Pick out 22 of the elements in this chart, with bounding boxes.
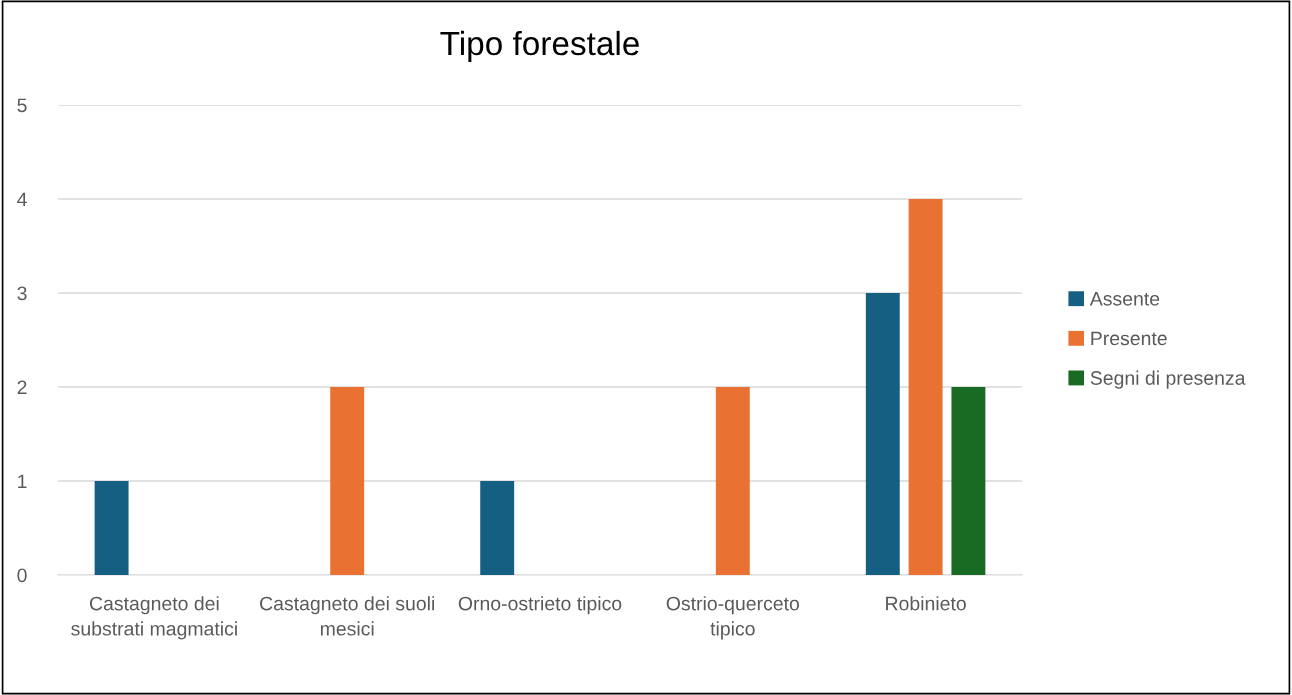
bar	[94, 481, 129, 575]
x-tick-label: Robinieto	[886, 596, 966, 611]
x-tick-label: Orno-ostrieto tipico	[458, 596, 622, 615]
y-tick-label: 3	[17, 286, 27, 301]
chart-title: Tipo forestale	[440, 30, 639, 62]
y-tick-label: 2	[17, 380, 27, 395]
y-tick-label: 0	[17, 568, 27, 583]
legend-label: Segni di presenza	[1090, 370, 1246, 389]
bar	[480, 481, 515, 575]
y-tick-label: 4	[17, 192, 27, 207]
y-tick-label: 5	[17, 98, 27, 113]
legend-label: Assente	[1089, 292, 1160, 306]
x-tick-label: Ostrio-querceto tipico	[666, 596, 799, 640]
bar	[715, 387, 750, 575]
y-tick-label: 1	[18, 474, 27, 489]
bar	[330, 387, 365, 575]
x-tick-label: Castagneto dei substrati magmatici	[71, 596, 237, 640]
bar	[865, 293, 900, 575]
bar	[951, 387, 986, 575]
x-tick-label: Castagneto dei suoli mesici	[260, 596, 434, 636]
legend-label: Presente	[1091, 331, 1167, 346]
bar	[908, 199, 943, 575]
